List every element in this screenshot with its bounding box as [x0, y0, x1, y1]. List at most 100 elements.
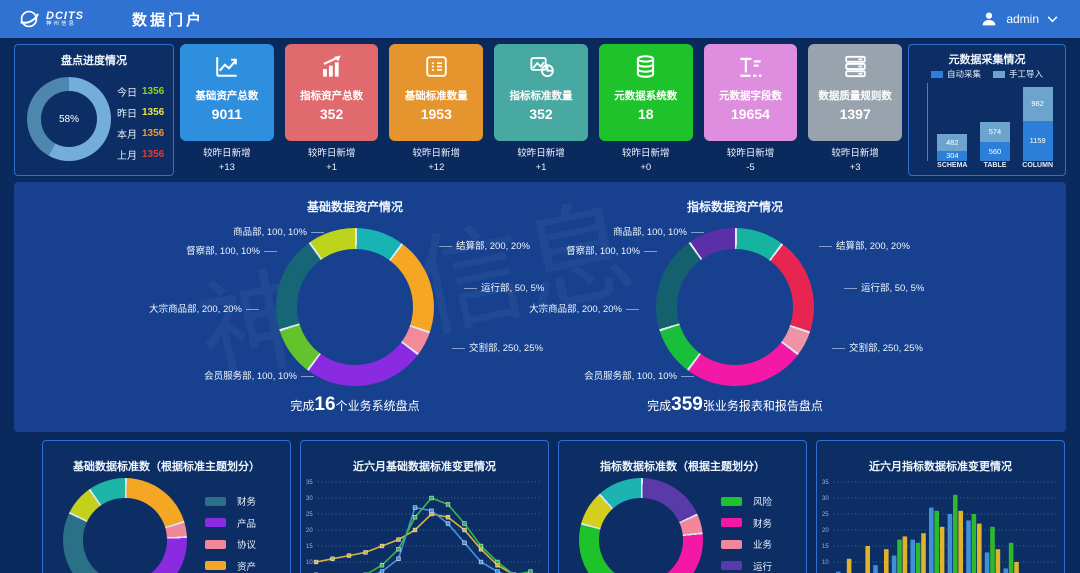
progress-stat-row: 上月 1356 — [117, 144, 164, 165]
kpi-delta: 较昨日新增 +1 — [307, 148, 356, 174]
manual-segment: 482 — [937, 133, 968, 151]
page-title: 数据门户 — [132, 11, 205, 29]
kpi-label: 基础标准数量 — [404, 90, 468, 102]
kpi-card-group: 指标资产总数 352 较昨日新增 +1 — [284, 44, 379, 176]
progress-stat-row: 本月 1356 — [117, 123, 164, 144]
collection-x-label: COLUMN — [1022, 162, 1053, 169]
svg-text:10: 10 — [306, 560, 313, 566]
manual-segment: 574 — [979, 121, 1010, 142]
collection-legend-item: 手工导入 — [993, 68, 1043, 80]
user-menu[interactable]: admin — [980, 0, 1058, 38]
kpi-value: 352 — [319, 106, 344, 122]
image-pie-icon — [494, 53, 588, 85]
kpi-delta: 较昨日新增 +1 — [517, 148, 565, 174]
manual-segment: 982 — [1022, 87, 1053, 121]
standards-legend-item: 资产 — [205, 559, 256, 573]
standards-legend-item: 财务 — [205, 494, 256, 508]
basic-standards-legend: 财务产品协议资产员工 — [205, 494, 256, 573]
kpi-label: 指标标准数量 — [509, 90, 573, 102]
metric-changes-title: 近六月指标数据标准变更情况 — [869, 461, 1012, 473]
progress-percent: 58% — [58, 113, 79, 125]
legend-label: 业务 — [753, 540, 773, 551]
legend-label: 运行 — [753, 561, 773, 573]
bar-growth-icon — [285, 53, 379, 85]
asset-overview-panel: 神州信息 基础数据资产情况 完成16个业务系统盘点 商品部, 100, 10%结… — [14, 182, 1066, 432]
logo-text: DCITS — [46, 9, 84, 22]
progress-stat-label: 昨日 — [117, 109, 137, 120]
svg-text:35: 35 — [822, 480, 829, 486]
metadata-collection-panel: 元数据采集情况 自动采集 手工导入 482 304 574 560 982 1159 SCH… — [908, 44, 1066, 176]
donut-slice-label: 运行部, 50, 5% — [844, 280, 994, 294]
basic-changes-panel: 近六月基础数据标准变更情况 35 30 25 20 15 10 — [300, 440, 549, 573]
donut-slice-label: 商品部, 100, 10% — [174, 224, 324, 238]
kpi-value: 1953 — [420, 106, 452, 122]
metric-asset-donut-chart — [656, 228, 814, 386]
kpi-value: 9011 — [211, 106, 243, 122]
svg-text:15: 15 — [306, 544, 313, 550]
kpi-delta: 较昨日新增 +0 — [621, 148, 670, 174]
basic-standards-panel: 基础数据标准数（根据标准主题划分） 财务产品协议资产员工 — [42, 440, 291, 573]
collection-legend: 自动采集 手工导入 — [909, 68, 1065, 80]
progress-stats: 今日 1356 昨日 1356 本月 1356 上月 1356 — [117, 81, 164, 165]
kpi-label: 基础资产总数 — [195, 90, 259, 102]
collection-x-labels: SCHEMA TABLE COLUMN — [931, 162, 1059, 169]
kpi-card[interactable]: 指标资产总数 352 — [284, 44, 379, 141]
kpi-delta: 较昨日新增 +12 — [412, 148, 461, 174]
stacked-bar: 574 560 — [979, 121, 1010, 161]
user-name: admin — [1006, 12, 1039, 26]
kpi-card-group: 指标标准数量 352 较昨日新增 +1 — [494, 44, 588, 176]
kpi-card[interactable]: 基础资产总数 9011 — [180, 44, 274, 141]
progress-stat-label: 本月 — [117, 130, 137, 141]
kpi-card[interactable]: 元数据系统数 18 — [598, 44, 693, 141]
kpi-value: 352 — [529, 106, 553, 122]
legend-swatch — [205, 496, 226, 506]
basic-changes-title: 近六月基础数据标准变更情况 — [353, 461, 496, 473]
dcits-logo: DCITS 神州信息 — [18, 8, 84, 30]
list-board-icon — [389, 53, 483, 85]
field-type-icon — [704, 53, 798, 85]
kpi-value: 1397 — [839, 106, 871, 122]
basic-changes-line-chart: 35 30 25 20 15 10 — [306, 480, 542, 573]
progress-stat-label: 上月 — [117, 151, 137, 162]
server-rules-icon — [808, 53, 902, 85]
kpi-label: 元数据字段数 — [718, 90, 782, 102]
legend-swatch — [721, 539, 742, 549]
kpi-card[interactable]: 数据质量规则数 1397 — [808, 44, 903, 141]
legend-swatch — [205, 561, 226, 570]
donut-slice-label: 交割部, 250, 25% — [452, 340, 602, 354]
basic-standards-title: 基础数据标准数（根据标准主题划分） — [73, 461, 260, 473]
svg-text:30: 30 — [306, 496, 313, 502]
kpi-card[interactable]: 指标标准数量 352 — [494, 44, 588, 141]
stacked-bar: 982 1159 — [1022, 87, 1053, 161]
kpi-card[interactable]: 元数据字段数 19654 — [703, 44, 798, 141]
collection-y-axis — [927, 83, 928, 161]
donut-slice-label: 会员服务部, 100, 10% — [544, 368, 694, 382]
logo-subtext: 神州信息 — [46, 20, 77, 27]
standards-legend-item: 运行 — [721, 559, 772, 573]
donut-slice-label: 督察部, 100, 10% — [507, 243, 657, 257]
header-bar: DCITS 神州信息 数据门户 admin — [0, 0, 1080, 38]
kpi-card-group: 元数据字段数 19654 较昨日新增 -5 — [703, 44, 798, 176]
legend-label: 风险 — [753, 497, 773, 508]
svg-text:15: 15 — [822, 544, 829, 550]
donut-slice-label: 大宗商品部, 200, 20% — [109, 301, 259, 315]
basic-asset-donut-group: 基础数据资产情况 完成16个业务系统盘点 商品部, 100, 10% 结算部, 2… — [14, 182, 544, 432]
svg-text:35: 35 — [306, 480, 313, 486]
donut-slice-label: 交割部, 250, 25% — [832, 340, 982, 354]
collection-x-label: TABLE — [983, 162, 1007, 169]
legend-swatch — [205, 518, 226, 527]
svg-text:10: 10 — [822, 560, 829, 566]
collection-stacked-bars: 482 304 574 560 982 1159 — [931, 85, 1059, 161]
progress-stat-value: 1356 — [142, 128, 165, 139]
metric-asset-title: 指标数据资产情况 — [686, 200, 783, 214]
legend-swatch — [205, 539, 226, 549]
kpi-card[interactable]: 基础标准数量 1953 — [389, 44, 484, 141]
legend-swatch — [721, 561, 742, 570]
progress-stat-value: 1356 — [142, 107, 165, 118]
kpi-card-group: 基础标准数量 1953 较昨日新增 +12 — [389, 44, 484, 176]
legend-swatch — [721, 518, 742, 527]
collection-legend-item: 自动采集 — [930, 68, 981, 80]
kpi-delta: 较昨日新增 -5 — [726, 148, 775, 174]
standards-legend-item: 产品 — [205, 516, 256, 530]
metric-changes-bar-chart: 35 30 25 20 15 10 — [822, 480, 1058, 573]
